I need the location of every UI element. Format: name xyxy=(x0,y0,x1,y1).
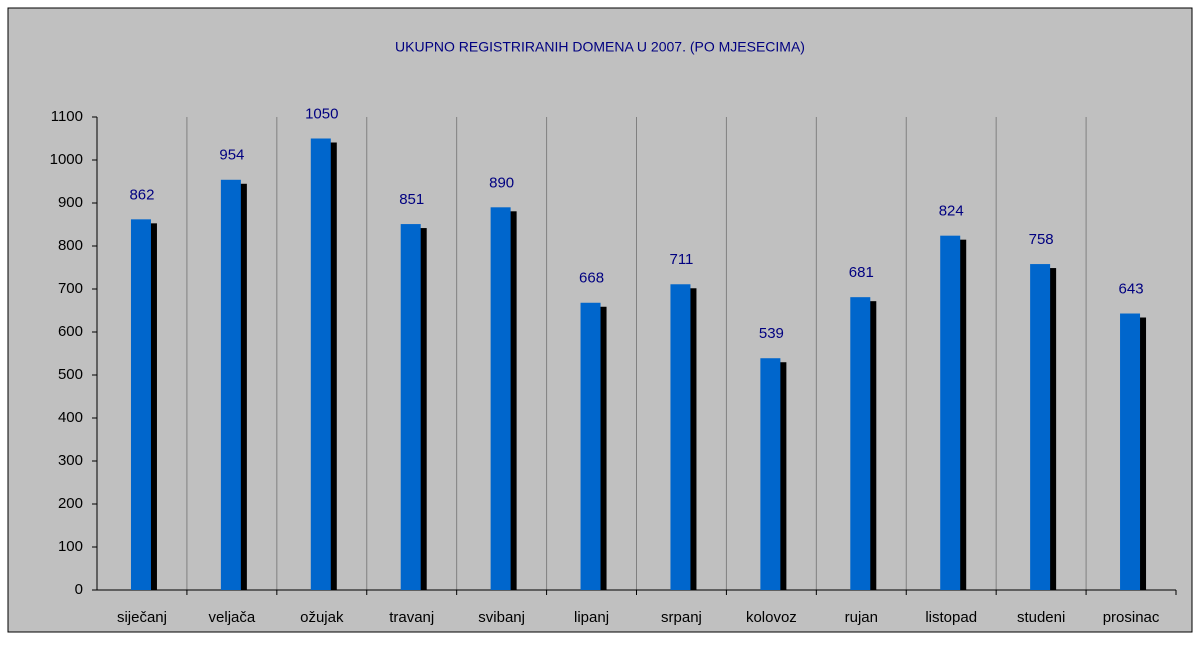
chart-title: UKUPNO REGISTRIRANIH DOMENA U 2007. (PO … xyxy=(395,39,805,55)
data-label: 681 xyxy=(849,264,874,281)
bar xyxy=(1030,264,1051,590)
y-tick-label: 100 xyxy=(58,538,83,555)
x-tick-label: listopad xyxy=(925,609,977,626)
y-tick-label: 0 xyxy=(75,581,83,598)
x-tick-label: svibanj xyxy=(478,609,525,626)
data-label: 643 xyxy=(1119,280,1144,297)
x-tick-label: prosinac xyxy=(1103,609,1160,626)
bar xyxy=(670,284,691,590)
bar xyxy=(1120,313,1141,590)
y-tick-label: 500 xyxy=(58,366,83,383)
y-tick-label: 800 xyxy=(58,237,83,254)
bar xyxy=(760,358,781,590)
data-label: 539 xyxy=(759,325,784,342)
y-tick-label: 900 xyxy=(58,194,83,211)
y-tick-label: 1000 xyxy=(50,151,83,168)
bar xyxy=(490,207,511,591)
data-label: 851 xyxy=(399,191,424,208)
bar xyxy=(940,235,961,590)
y-tick-label: 700 xyxy=(58,280,83,297)
x-tick-label: siječanj xyxy=(117,609,167,626)
data-label: 824 xyxy=(939,203,964,220)
data-label: 890 xyxy=(489,174,514,191)
x-tick-label: rujan xyxy=(845,609,878,626)
y-tick-label: 600 xyxy=(58,323,83,340)
bar xyxy=(580,302,601,590)
bar xyxy=(220,179,241,590)
bar xyxy=(850,297,871,590)
y-tick-label: 300 xyxy=(58,452,83,469)
data-label: 1050 xyxy=(305,105,338,122)
x-tick-label: travanj xyxy=(389,609,434,626)
y-tick-label: 1100 xyxy=(51,108,83,125)
data-label: 711 xyxy=(669,251,693,268)
bar xyxy=(310,138,331,590)
data-label: 758 xyxy=(1029,231,1054,248)
data-label: 954 xyxy=(219,147,244,164)
y-tick-label: 200 xyxy=(58,495,83,512)
x-tick-label: ožujak xyxy=(300,609,344,626)
x-tick-label: veljača xyxy=(209,609,256,626)
data-label: 862 xyxy=(129,186,154,203)
bar xyxy=(400,224,421,590)
bar xyxy=(130,219,151,590)
x-tick-label: studeni xyxy=(1017,609,1065,626)
y-tick-label: 400 xyxy=(58,409,83,426)
x-tick-label: lipanj xyxy=(574,609,609,626)
x-tick-label: kolovoz xyxy=(746,609,797,626)
data-label: 668 xyxy=(579,270,604,287)
x-tick-label: srpanj xyxy=(661,609,702,626)
